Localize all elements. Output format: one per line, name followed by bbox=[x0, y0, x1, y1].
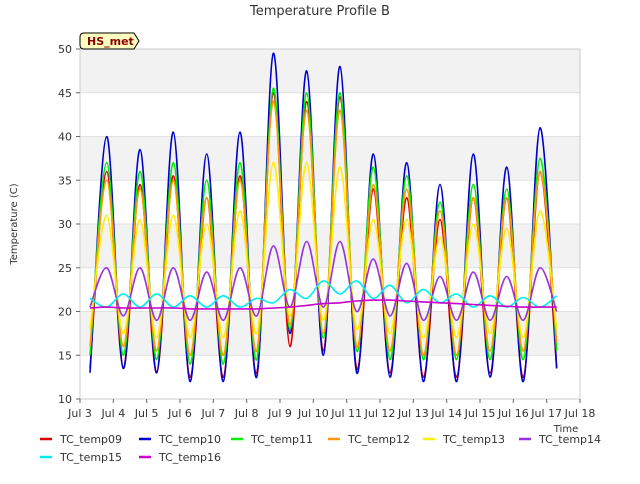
x-axis-ticks: Jul 3 Jul 4 Jul 5 Jul 6 Jul 7 Jul 8 Jul 9 Jul 1… bbox=[67, 399, 595, 420]
chart-title: Temperature Profile B bbox=[249, 4, 390, 19]
legend-label: TC_temp13 bbox=[442, 433, 505, 446]
y-tick-label: 25 bbox=[58, 262, 72, 275]
y-tick-label: 10 bbox=[58, 393, 72, 406]
y-tick-label: 15 bbox=[58, 349, 72, 362]
x-axis-label: Time bbox=[553, 424, 578, 435]
y-tick-label: 20 bbox=[58, 306, 72, 319]
y-tick-label: 30 bbox=[58, 218, 72, 231]
x-tick-label: Jul 11 bbox=[330, 407, 362, 420]
annotation-box-shape bbox=[79, 32, 140, 50]
legend-label: TC_temp12 bbox=[347, 433, 410, 446]
background-band bbox=[80, 49, 580, 93]
legend: TC_temp09 TC_temp10 TC_temp11 TC_temp12 TC_t… bbox=[40, 433, 601, 464]
y-tick-label: 35 bbox=[58, 174, 72, 187]
x-tick-label: Jul 17 bbox=[530, 407, 562, 420]
x-tick-label: Jul 15 bbox=[464, 407, 496, 420]
x-tick-label: Jul 6 bbox=[167, 407, 192, 420]
x-tick-label: Jul 16 bbox=[497, 407, 529, 420]
x-tick-label: Jul 18 bbox=[564, 407, 596, 420]
x-tick-label: Jul 12 bbox=[364, 407, 396, 420]
legend-label: TC_temp11 bbox=[250, 433, 313, 446]
series-lines bbox=[89, 52, 558, 383]
x-tick-label: Jul 5 bbox=[134, 407, 159, 420]
annotation-label: HS_met bbox=[87, 35, 134, 48]
x-tick-label: Jul 7 bbox=[200, 407, 225, 420]
series-line-tc_temp10 bbox=[89, 52, 558, 383]
legend-label: TC_temp16 bbox=[158, 451, 221, 464]
legend-label: TC_temp15 bbox=[59, 451, 122, 464]
x-tick-label: Jul 9 bbox=[267, 407, 292, 420]
legend-label: TC_temp14 bbox=[538, 433, 601, 446]
x-tick-label: Jul 10 bbox=[297, 407, 329, 420]
x-tick-label: Jul 14 bbox=[430, 407, 462, 420]
y-axis-label: Temperature (C) bbox=[9, 183, 20, 265]
y-axis-ticks: 10 15 20 25 30 35 40 45 50 bbox=[58, 43, 80, 406]
x-tick-label: Jul 13 bbox=[397, 407, 429, 420]
legend-label: TC_temp09 bbox=[59, 433, 122, 446]
annotation-box: HS_met bbox=[79, 32, 140, 50]
y-tick-label: 50 bbox=[58, 43, 72, 56]
background-band bbox=[80, 136, 580, 181]
x-tick-label: Jul 3 bbox=[67, 407, 92, 420]
series-line-tc_temp16 bbox=[89, 299, 557, 310]
y-tick-label: 45 bbox=[58, 87, 72, 100]
legend-label: TC_temp10 bbox=[158, 433, 221, 446]
x-tick-label: Jul 4 bbox=[100, 407, 125, 420]
y-tick-label: 40 bbox=[58, 131, 72, 144]
x-tick-label: Jul 8 bbox=[234, 407, 259, 420]
series-line-tc_temp14 bbox=[89, 240, 558, 322]
